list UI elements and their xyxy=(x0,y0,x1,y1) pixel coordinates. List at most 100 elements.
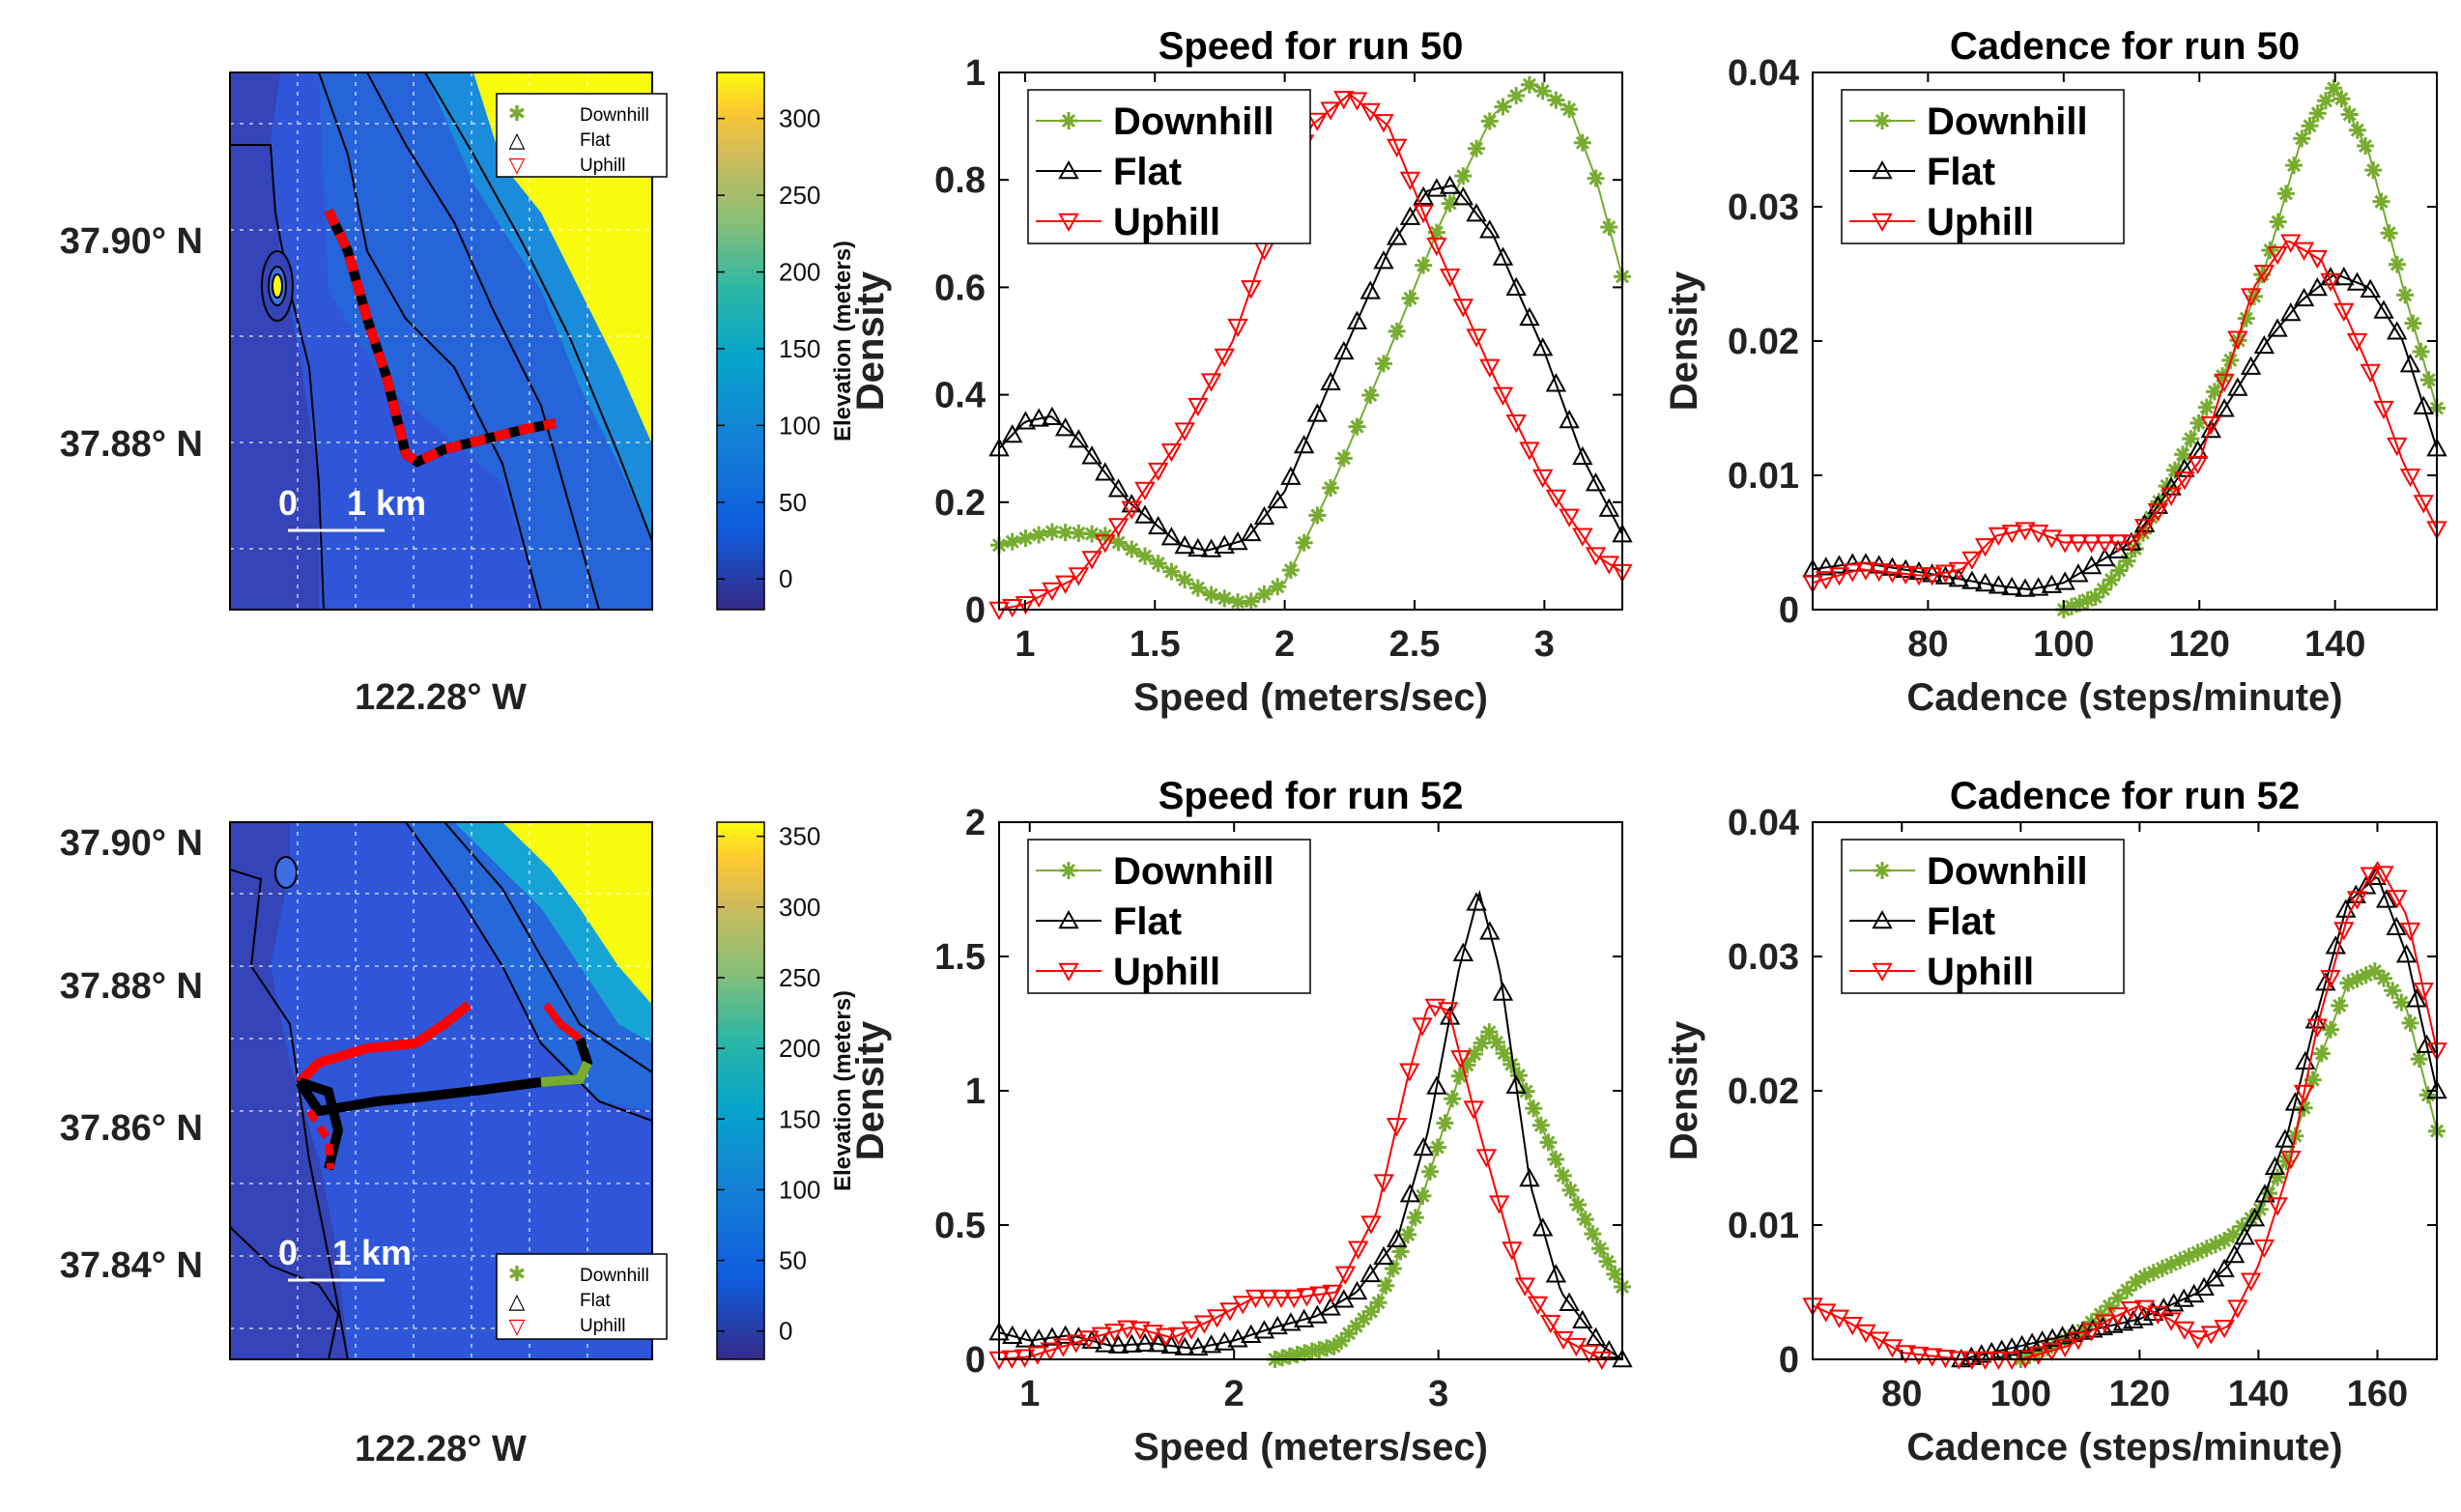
series-point xyxy=(2348,121,2366,139)
map-highland-region xyxy=(502,822,652,1005)
series-point xyxy=(2331,996,2349,1014)
series-point xyxy=(1598,498,1619,517)
series-point xyxy=(1188,579,1207,597)
map-contour xyxy=(318,72,542,610)
series-point xyxy=(1922,1348,1943,1367)
series-point xyxy=(2173,1288,2194,1307)
series-point xyxy=(1361,386,1380,405)
series-point xyxy=(1267,489,1288,509)
series-point xyxy=(2224,1225,2243,1243)
series-point xyxy=(1388,322,1406,340)
series-point xyxy=(2234,1226,2255,1245)
legend-label: Downhill xyxy=(1927,850,2088,893)
series-point xyxy=(1505,1074,1527,1094)
series-point xyxy=(2133,513,2156,532)
series-point xyxy=(1519,1167,1540,1187)
map-legend-label: Flat xyxy=(580,1291,611,1311)
colorbar-tick-label: 0 xyxy=(779,1317,792,1346)
series-point xyxy=(2161,487,2182,506)
series-point xyxy=(1200,373,1222,392)
y-tick-label: 1 xyxy=(965,53,986,94)
series-point xyxy=(1160,1334,1183,1355)
series-point xyxy=(2015,522,2036,541)
series-point xyxy=(2214,1258,2235,1278)
series-point xyxy=(1200,1334,1222,1354)
series-point xyxy=(1320,371,1341,390)
series-point xyxy=(1068,429,1090,448)
series-point xyxy=(2121,534,2142,554)
series-point xyxy=(2029,1342,2047,1360)
series-point xyxy=(2189,414,2208,432)
series-point xyxy=(1359,1263,1381,1283)
map-route-downhill xyxy=(540,1060,592,1087)
series-point xyxy=(1816,556,1837,576)
series-point xyxy=(2295,1098,2313,1117)
map-legend-label: Uphill xyxy=(580,156,626,176)
series-point xyxy=(1015,411,1037,430)
lat-tick-label: 37.90° N xyxy=(60,221,203,262)
chart-title: Cadence for run 50 xyxy=(1950,25,2300,68)
series-point xyxy=(1587,169,1605,187)
y-tick-label: 0 xyxy=(1779,1340,1799,1381)
map-legend-label: Uphill xyxy=(580,1316,626,1336)
series-point xyxy=(1514,1277,1535,1297)
series-point xyxy=(1147,1333,1169,1353)
series-point xyxy=(2132,1306,2155,1326)
series-point xyxy=(1147,515,1169,535)
map-run-52: 0 1 km 37.90° N 37.88° N 37.86° N 37.84°… xyxy=(60,821,856,1469)
series-point xyxy=(1505,414,1527,434)
series-point xyxy=(2171,1251,2189,1270)
colorbar-label: Elevation (meters) xyxy=(830,241,856,442)
series-point xyxy=(1934,564,1957,584)
y-tick-label: 0.02 xyxy=(1728,1071,1799,1112)
series-point xyxy=(1174,1336,1195,1355)
map-hilltop xyxy=(272,273,283,299)
series-point xyxy=(1333,340,1355,360)
map-legend-box xyxy=(496,1253,668,1340)
series-point xyxy=(1121,500,1142,520)
series-point xyxy=(2214,398,2235,417)
map-gridlines xyxy=(230,822,652,1359)
x-tick-label: 2.5 xyxy=(1389,624,1441,665)
series-point xyxy=(1280,1312,1302,1331)
series-point xyxy=(2001,576,2022,596)
series-point xyxy=(2054,1338,2075,1358)
series-point xyxy=(2214,367,2232,385)
series-point xyxy=(2193,1276,2215,1296)
lat-tick-label: 37.88° N xyxy=(60,966,203,1007)
x-tick-label: 140 xyxy=(2228,1374,2289,1414)
series-point xyxy=(2041,574,2063,593)
series-point xyxy=(2246,287,2264,305)
series-point xyxy=(2254,1184,2275,1203)
series-point xyxy=(1348,417,1366,436)
series-point xyxy=(1569,1196,1588,1213)
legend-label: Uphill xyxy=(1927,201,2034,243)
series-point xyxy=(2240,356,2262,375)
map-frame xyxy=(229,821,653,1360)
series-point xyxy=(2346,891,2368,910)
legend-label: Uphill xyxy=(1113,201,1220,243)
series-point xyxy=(2100,1297,2118,1315)
series-point xyxy=(1060,112,1077,129)
series-point xyxy=(1078,1330,1100,1350)
series-point xyxy=(2375,969,2393,987)
series-point xyxy=(2333,267,2355,286)
series-point xyxy=(2216,1231,2234,1249)
series-point xyxy=(1283,1289,1304,1309)
series-point xyxy=(2094,581,2112,599)
series-point xyxy=(1421,1162,1440,1181)
series-point xyxy=(1473,1034,1491,1052)
series-point xyxy=(1227,318,1248,338)
series-point xyxy=(2187,455,2209,475)
series-point xyxy=(1258,1289,1279,1309)
series-point xyxy=(2163,1293,2185,1312)
series-point xyxy=(1479,219,1501,239)
chart-title: Speed for run 52 xyxy=(1159,775,1464,817)
series-point xyxy=(2205,383,2223,401)
series-point xyxy=(2147,502,2169,523)
series-point xyxy=(1027,1346,1048,1365)
series-point xyxy=(1373,1174,1394,1193)
x-axis-label: Cadence (steps/minute) xyxy=(1906,676,2342,719)
y-axis-label: Density xyxy=(1663,1020,1705,1160)
series-point xyxy=(2316,92,2334,110)
